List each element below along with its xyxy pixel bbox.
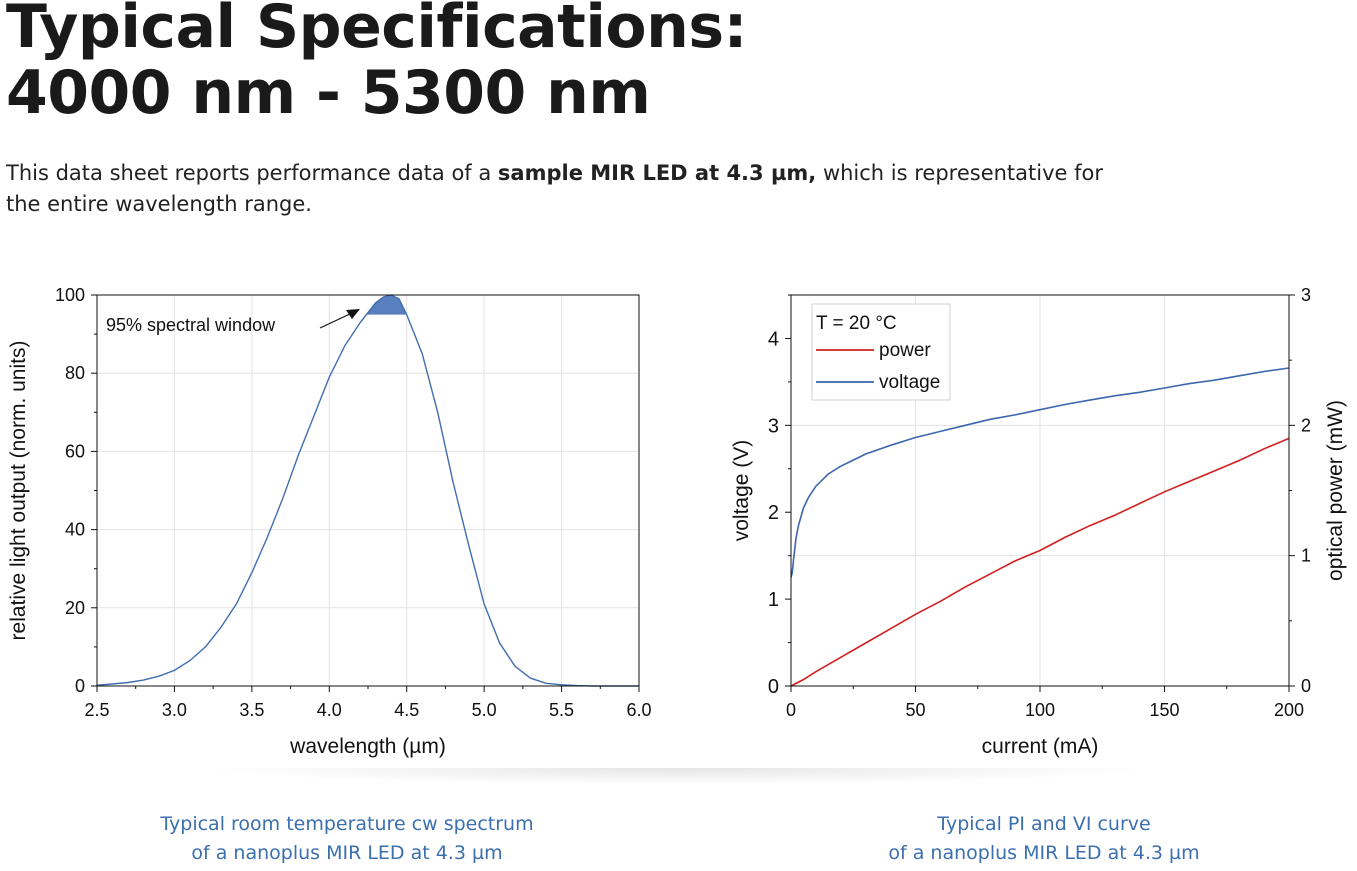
caption-right-line-2: of a nanoplus MIR LED at 4.3 µm: [888, 842, 1200, 864]
y2-tick-label: 1: [1301, 546, 1311, 566]
caption-right-line-1: Typical PI and VI curve: [937, 813, 1151, 835]
intro-text-end: which is representative for the entire w…: [6, 161, 1103, 216]
legend-box: [811, 303, 951, 401]
caption-left-line-1: Typical room temperature cw spectrum: [160, 813, 534, 835]
x-tick-label: 4.5: [394, 700, 419, 720]
title-line-2: 4000 nm - 5300 nm: [6, 58, 651, 128]
y-tick-label: 1: [768, 589, 779, 611]
y-axis-label: voltage (V): [730, 440, 753, 542]
spectrum-chart: 2.5 3.0 3.5 4.0 4.5 5.0 5.5 6.0 0 20 40 60 80 100 95% …: [7, 285, 652, 758]
x-axis-label: current (mA): [982, 735, 1099, 758]
x-tick-label: 50: [905, 700, 925, 720]
y-tick-label: 0: [768, 676, 779, 698]
annotation-arrowhead: [346, 309, 360, 319]
plot-frame: [790, 294, 1290, 687]
x-tick-label: 5.0: [472, 700, 497, 720]
y-tick-label: 20: [65, 598, 85, 618]
legend-title: T = 20 °C: [816, 313, 897, 334]
annotation-arrow-shaft: [319, 312, 353, 329]
x-tick-label: 4.0: [317, 700, 342, 720]
x-tick-label: 200: [1274, 700, 1304, 720]
y-tick-label: 40: [65, 520, 85, 540]
power-line: [790, 437, 1290, 687]
y2-axis-label: optical power (mW): [1324, 400, 1347, 581]
x-tick-label: 100: [1025, 700, 1055, 720]
y-tick-label: 2: [768, 502, 779, 524]
intro-text: This data sheet reports performance data…: [6, 161, 498, 185]
caption-left-line-2: of a nanoplus MIR LED at 4.3 µm: [191, 842, 503, 864]
y2-tick-label: 3: [1301, 285, 1311, 305]
y-axis-label: relative light output (norm. units): [7, 341, 30, 641]
spectral-window-area: [366, 295, 407, 315]
legend-label-power: power: [879, 340, 931, 361]
caption-divider-shadow: [0, 768, 1357, 808]
page-title: Typical Specifications: 4000 nm - 5300 n…: [6, 0, 748, 128]
spectrum-line: [96, 294, 639, 687]
x-tick-label: 150: [1149, 700, 1179, 720]
y-tick-label: 60: [65, 441, 85, 461]
legend-label-voltage: voltage: [879, 372, 940, 393]
x-tick-label: 3.5: [239, 700, 264, 720]
y-tick-label: 80: [65, 363, 85, 383]
y2-tick-label: 0: [1301, 676, 1311, 696]
caption-left: Typical room temperature cw spectrum of …: [97, 810, 597, 868]
spectral-window-annotation: 95% spectral window: [106, 315, 276, 335]
x-tick-label: 2.5: [84, 700, 109, 720]
x-tick-label: 6.0: [626, 700, 651, 720]
x-tick-label: 0: [786, 700, 796, 720]
caption-right: Typical PI and VI curve of a nanoplus MI…: [794, 810, 1294, 868]
y-tick-label: 0: [75, 676, 85, 696]
y-tick-label: 4: [768, 328, 779, 350]
y2-tick-label: 2: [1301, 415, 1311, 435]
y-tick-label: 3: [768, 415, 779, 437]
intro-bold-text: sample MIR LED at 4.3 µm,: [497, 161, 817, 185]
plot-frame: [96, 294, 640, 687]
x-tick-label: 5.5: [549, 700, 574, 720]
intro-paragraph: This data sheet reports performance data…: [6, 158, 1106, 220]
pi-vi-chart: 0 50 100 150 200 0 1 2 3 4 0 1 2 3 T = 20 °C power volta…: [730, 285, 1347, 758]
x-axis-label: wavelength (µm): [289, 735, 446, 758]
title-line-1: Typical Specifications:: [6, 0, 748, 62]
x-tick-label: 3.0: [162, 700, 187, 720]
y-tick-label: 100: [55, 285, 85, 305]
voltage-line: [790, 367, 1290, 578]
